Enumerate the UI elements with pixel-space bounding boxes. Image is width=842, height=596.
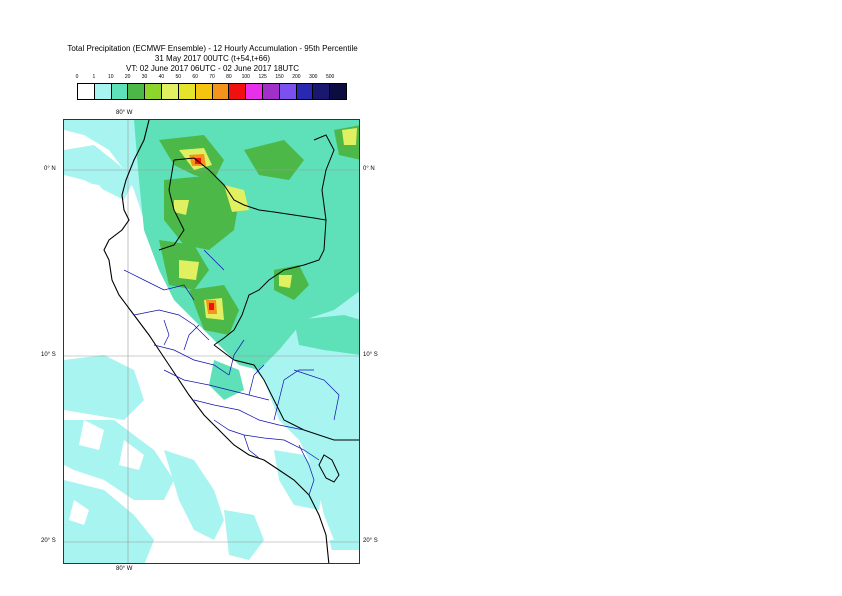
legend-label: 500 [325,74,335,80]
legend-label: 80 [226,74,232,80]
coastline [103,120,330,563]
regional-borders [123,249,340,496]
lat-label-left-0: 0° N [44,166,56,172]
legend-swatch [212,84,230,99]
map-title: Total Precipitation (ECMWF Ensemble) - 1… [67,44,358,53]
legend-label: 200 [292,74,301,80]
legend-label: 150 [275,74,284,80]
legend-swatch [246,84,263,99]
lat-label-left-20s: 20° S [41,538,56,544]
valid-time-line: VT: 02 June 2017 06UTC - 02 June 2017 18… [126,64,299,73]
lat-label-left-10s: 10° S [41,352,56,358]
legend-label: 125 [258,74,267,80]
legend-swatch [94,84,112,99]
ocean-gaps [64,180,359,563]
legend-label: 30 [141,74,148,80]
legend-swatch [178,84,196,99]
color-legend: 0 1 10 20 30 40 50 60 70 80 100 125 150 200 300 500 [75,74,347,104]
legend-label: 1 [92,74,96,80]
precipitation-map [63,119,360,564]
lat-label-right-20s: 20° S [363,538,378,544]
legend-label: 100 [241,74,250,80]
legend-swatch [128,84,146,99]
legend-label: 40 [158,74,165,80]
legend-label: 10 [107,74,114,80]
legend-label: 0 [75,74,79,80]
graticule [64,120,359,563]
legend-color-bar [77,83,347,100]
country-borders [158,134,359,483]
legend-swatch [111,84,129,99]
legend-label: 20 [124,74,131,80]
legend-swatch [78,84,95,99]
legend-swatch [262,84,280,99]
legend-swatch [195,84,213,99]
legend-swatch [162,84,179,99]
run-time-line: 31 May 2017 00UTC (t+54,t+66) [154,54,271,63]
legend-swatch [229,84,247,99]
lat-label-right-10s: 10° S [363,352,378,358]
legend-swatch [279,84,297,99]
legend-label: 300 [309,74,318,80]
lon-label-bottom: 80° W [116,566,133,572]
lon-label-top: 80° W [116,110,133,116]
legend-label: 50 [175,74,182,80]
legend-swatch [313,84,331,99]
legend-swatch [296,84,314,99]
legend-label: 60 [192,74,198,80]
legend-swatch [145,84,163,99]
legend-swatch [330,84,346,99]
legend-label: 70 [209,74,215,80]
lat-label-right-0: 0° N [363,166,375,172]
map-canvas [64,120,359,563]
